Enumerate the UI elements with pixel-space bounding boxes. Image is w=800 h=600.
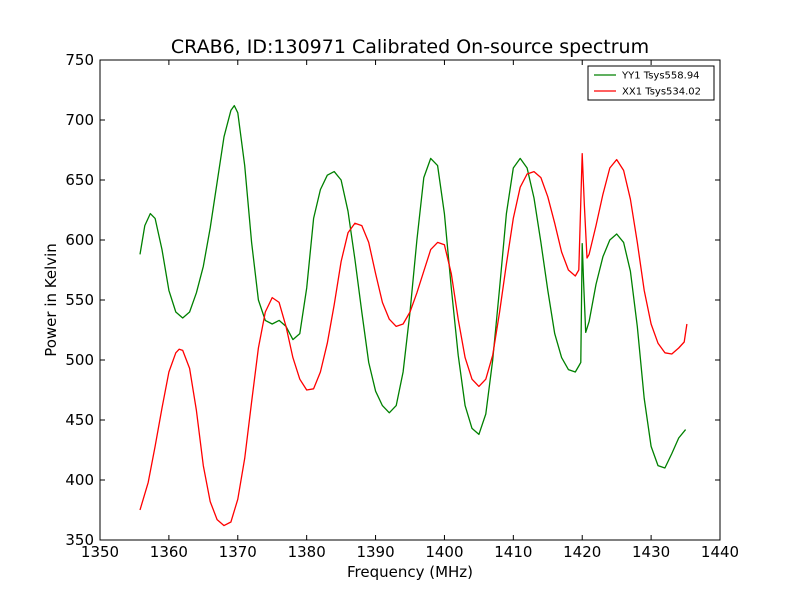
plot-area [100,60,720,540]
y-tick-label: 500 [65,351,94,369]
y-axis-label: Power in Kelvin [42,243,60,357]
y-tick-label: 400 [65,471,94,489]
y-tick-label: 450 [65,411,94,429]
legend-label-2: XX1 Tsys534.02 [622,87,701,98]
x-tick-label: 1430 [632,543,670,561]
x-tick-label: 1380 [288,543,326,561]
legend: YY1 Tsys558.94 XX1 Tsys534.02 [587,65,715,101]
y-tick-label: 600 [65,231,94,249]
y-tick-label: 650 [65,171,94,189]
x-tick-label: 1360 [150,543,188,561]
y-axis: 350 400 450 500 550 600 650 700 750 [65,51,720,549]
legend-box [587,65,715,101]
legend-label-1: YY1 Tsys558.94 [621,71,700,82]
x-axis: 1350 1360 1370 1380 1390 1400 1410 1420 1430 1440 [81,60,739,561]
y-tick-label: 350 [65,531,94,549]
series-line-2 [139,152,688,527]
x-tick-label: 1420 [563,543,601,561]
y-tick-label: 700 [65,111,94,129]
plot-frame [99,59,721,541]
x-tick-label: 1440 [701,543,739,561]
y-tick-label: 750 [65,51,94,69]
x-tick-label: 1410 [494,543,532,561]
y-tick-label: 550 [65,291,94,309]
x-tick-label: 1400 [425,543,463,561]
series-line-1 [139,104,687,469]
series-layer [139,104,688,527]
x-axis-label: Frequency (MHz) [347,563,473,581]
chart-title: CRAB6, ID:130971 Calibrated On-source sp… [171,36,649,58]
x-tick-label: 1390 [356,543,394,561]
x-tick-label: 1350 [81,543,119,561]
x-tick-label: 1370 [219,543,257,561]
